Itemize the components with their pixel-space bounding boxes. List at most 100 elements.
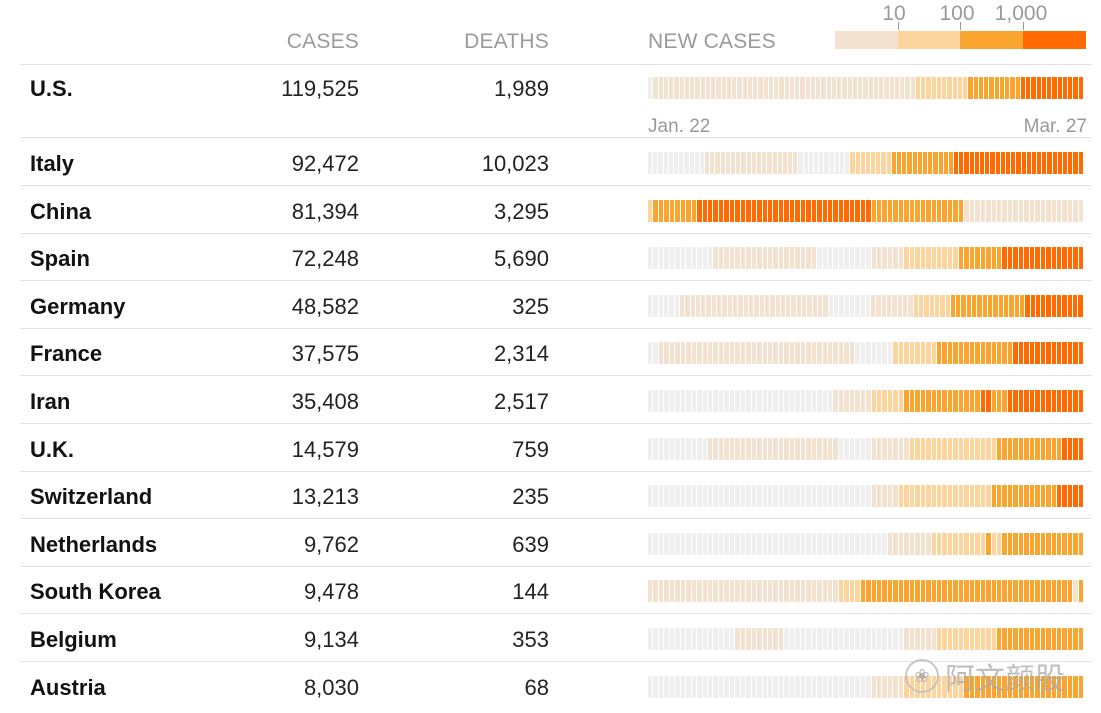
new-cases-day-cell — [833, 390, 839, 412]
new-cases-day-cell — [778, 485, 785, 508]
new-cases-day-cell — [1035, 532, 1041, 555]
new-cases-day-cell — [653, 199, 659, 222]
row-divider — [20, 280, 1092, 282]
new-cases-day-cell — [1067, 675, 1074, 698]
legend-tick-10 — [898, 22, 899, 30]
new-cases-day-cell — [735, 342, 741, 365]
new-cases-day-cell — [697, 675, 703, 698]
new-cases-day-cell — [1007, 342, 1014, 365]
new-cases-day-cell — [664, 628, 670, 650]
new-cases-day-cell — [931, 390, 938, 412]
new-cases-day-cell — [1000, 152, 1006, 174]
new-cases-day-cell — [1051, 390, 1057, 412]
new-cases-day-cell — [784, 390, 790, 412]
new-cases-day-cell — [669, 675, 676, 698]
table-row[interactable]: U.S. 119,525 1,989 — [20, 66, 1092, 138]
new-cases-day-cell — [1003, 294, 1010, 317]
new-cases-day-cell — [940, 294, 946, 317]
table-row[interactable]: Iran 35,408 2,517 — [20, 376, 1092, 424]
new-cases-day-cell — [702, 485, 708, 508]
new-cases-day-cell — [966, 294, 973, 317]
new-cases-day-cell — [725, 152, 731, 174]
new-cases-day-cell — [653, 580, 659, 603]
row-divider — [20, 185, 1092, 186]
new-cases-day-cell — [909, 580, 916, 603]
new-cases-day-cell — [1007, 437, 1014, 460]
new-cases-day-cell — [729, 342, 736, 365]
new-cases-day-cell — [669, 532, 676, 555]
new-cases-day-cell — [986, 199, 992, 222]
new-cases-day-cell — [795, 199, 801, 222]
new-cases-day-cell — [1035, 342, 1041, 365]
table-row[interactable]: Switzerland 13,213 235 — [20, 471, 1092, 520]
header-divider — [20, 64, 1092, 65]
table-row[interactable]: Germany 48,582 325 — [20, 281, 1092, 329]
new-cases-day-cell — [762, 675, 768, 698]
new-cases-day-cell — [653, 485, 659, 508]
new-cases-day-cell — [800, 77, 806, 99]
new-cases-day-cell — [686, 532, 692, 555]
new-cases-day-cell — [997, 532, 1003, 555]
new-cases-day-cell — [975, 485, 981, 508]
new-cases-day-cell — [653, 247, 659, 270]
new-cases-day-cell — [770, 294, 776, 317]
table-row[interactable]: Netherlands 9,762 639 — [20, 519, 1092, 567]
cases-column-header[interactable]: CASES — [286, 30, 359, 53]
new-cases-day-cell — [877, 199, 883, 222]
new-cases-day-cell — [942, 485, 948, 508]
new-cases-day-cell — [844, 675, 850, 698]
new-cases-legend: 10 100 1,000 — [835, 0, 1086, 50]
table-row[interactable]: Spain 72,248 5,690 — [20, 233, 1092, 282]
new-cases-day-cell — [784, 532, 790, 555]
table-row[interactable]: France 37,575 2,314 — [20, 328, 1092, 377]
table-row[interactable]: Belgium 9,134 353 — [20, 614, 1092, 662]
new-cases-day-cell — [833, 342, 839, 365]
new-cases-day-cell — [986, 675, 992, 698]
cases-value: 92,472 — [291, 151, 359, 176]
new-cases-day-cell — [866, 675, 872, 698]
new-cases-day-cell — [905, 77, 911, 99]
new-cases-day-cell — [1040, 485, 1047, 508]
new-cases-day-cell — [686, 342, 692, 365]
deaths-column-header[interactable]: DEATHS — [464, 30, 549, 53]
new-cases-day-cell — [975, 199, 981, 222]
new-cases-day-cell — [1026, 77, 1032, 99]
new-cases-day-cell — [1036, 77, 1042, 99]
new-cases-day-cell — [887, 342, 894, 365]
new-cases-day-cell — [1041, 294, 1047, 317]
new-cases-day-cell — [1025, 294, 1031, 317]
new-cases-day-cell — [997, 437, 1003, 460]
new-cases-day-cell — [778, 580, 785, 603]
new-cases-day-cell — [1040, 390, 1047, 412]
table-row[interactable]: China 81,394 3,295 — [20, 186, 1092, 234]
new-cases-day-cell — [1052, 152, 1058, 174]
new-cases-day-cell — [964, 342, 970, 365]
new-cases-day-cell — [669, 437, 676, 460]
new-cases-day-cell — [986, 485, 992, 508]
new-cases-day-cell — [947, 675, 954, 698]
new-cases-day-cell — [735, 628, 741, 650]
new-cases-day-cell — [871, 390, 878, 412]
table-row[interactable]: U.K. 14,579 759 — [20, 424, 1092, 472]
new-cases-day-cell — [762, 152, 768, 174]
new-cases-day-cell — [810, 77, 816, 99]
new-cases-day-cell — [1067, 294, 1073, 317]
new-cases-day-cell — [800, 485, 807, 508]
deaths-value: 5,690 — [493, 246, 549, 272]
new-cases-day-cell — [707, 390, 714, 412]
table-row[interactable]: Italy 92,472 10,023 — [20, 138, 1092, 186]
new-cases-day-cell — [680, 580, 687, 603]
new-cases-day-cell — [912, 152, 918, 174]
new-cases-day-cell — [958, 437, 965, 460]
new-cases-day-cell — [1078, 675, 1085, 698]
new-cases-day-cell — [773, 247, 779, 270]
new-cases-day-cell — [822, 247, 828, 270]
new-cases-day-cell — [844, 437, 850, 460]
new-cases-day-cell — [822, 580, 828, 603]
new-cases-day-cell — [751, 485, 758, 508]
new-cases-day-cell — [724, 247, 730, 270]
table-row[interactable]: South Korea 9,478 144 — [20, 566, 1092, 615]
new-cases-day-cell — [893, 675, 899, 698]
cases-value: 119,525 — [281, 76, 359, 101]
new-cases-day-cell — [711, 77, 717, 99]
